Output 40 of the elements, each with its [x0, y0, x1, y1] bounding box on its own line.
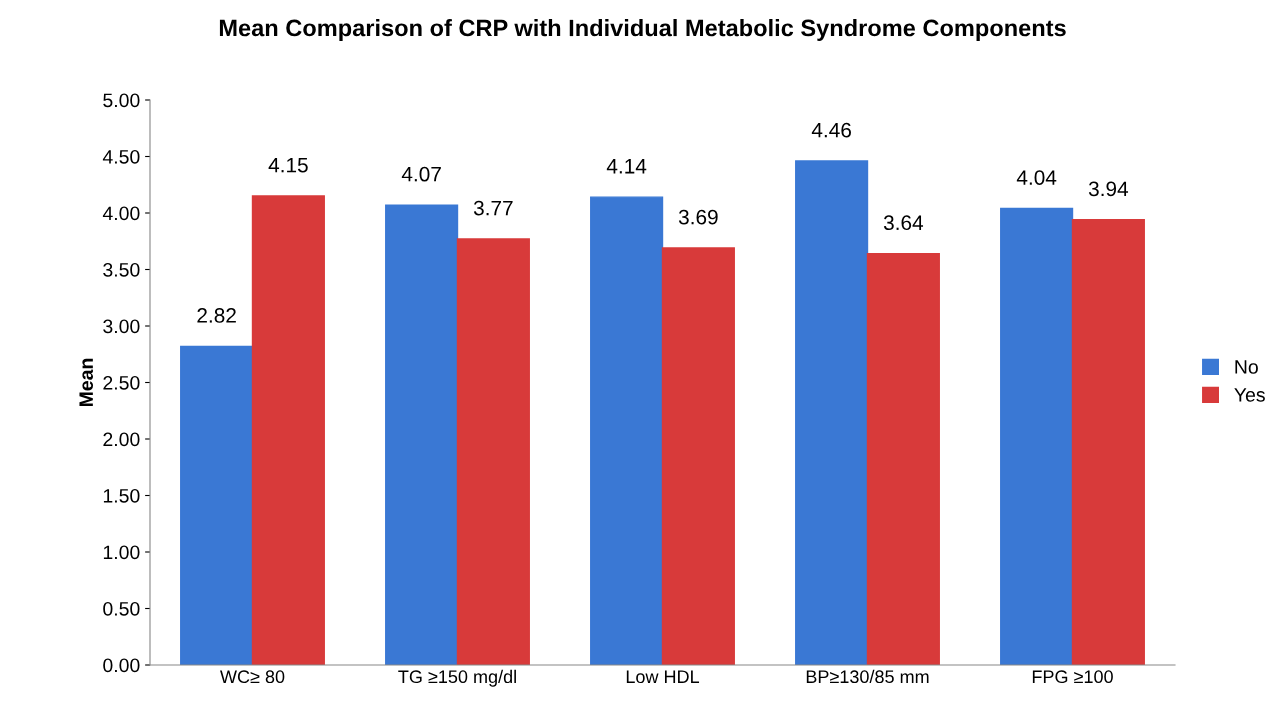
legend-label: Yes [1234, 388, 1265, 402]
data-label: 4.07 [401, 166, 441, 182]
data-label: 4.46 [811, 122, 851, 138]
y-tick-label: 2.00 [103, 432, 140, 447]
data-label: 3.69 [678, 209, 718, 225]
chart-title: Mean Comparison of CRP with Individual Metabolic Syndrome Components [219, 19, 1066, 41]
y-tick-label: 3.50 [103, 262, 140, 277]
bar [795, 160, 869, 665]
bar [180, 345, 254, 665]
x-tick-label: FPG ≥100 [1032, 670, 1113, 684]
y-axis-title: Mean [79, 358, 94, 407]
y-tick-label: 0.50 [103, 601, 140, 616]
x-tick-label: TG ≥150 mg/dl [398, 669, 516, 687]
bar [385, 204, 459, 665]
bar [251, 195, 325, 665]
x-tick-label: BP≥130/85 mm [806, 669, 929, 684]
x-tick-label: WC≥ 80 [220, 670, 285, 684]
legend-label: No [1235, 360, 1258, 374]
y-tick-label: 5.00 [103, 93, 140, 108]
bar [866, 252, 940, 665]
bar [1071, 219, 1145, 665]
data-label: 2.82 [197, 308, 236, 323]
data-label: 3.94 [1088, 181, 1129, 197]
y-tick-label: 3.00 [103, 319, 140, 334]
data-label: 4.04 [1016, 170, 1057, 185]
data-label: 3.64 [883, 215, 924, 231]
y-tick-label: 1.50 [103, 488, 140, 503]
y-tick-label: 2.50 [103, 375, 140, 390]
bar [1000, 207, 1074, 665]
y-tick-label: 4.00 [102, 206, 140, 221]
bar [456, 238, 530, 665]
data-label: 4.14 [606, 159, 647, 174]
y-tick-label: 4.50 [102, 149, 140, 164]
data-label: 3.77 [473, 200, 513, 216]
x-tick-label: Low HDL [626, 670, 700, 684]
bar [661, 247, 735, 665]
data-label: 4.15 [268, 157, 308, 173]
bar [590, 196, 664, 665]
y-tick-label: 1.00 [103, 545, 140, 560]
y-tick-label: 0.00 [103, 658, 140, 673]
